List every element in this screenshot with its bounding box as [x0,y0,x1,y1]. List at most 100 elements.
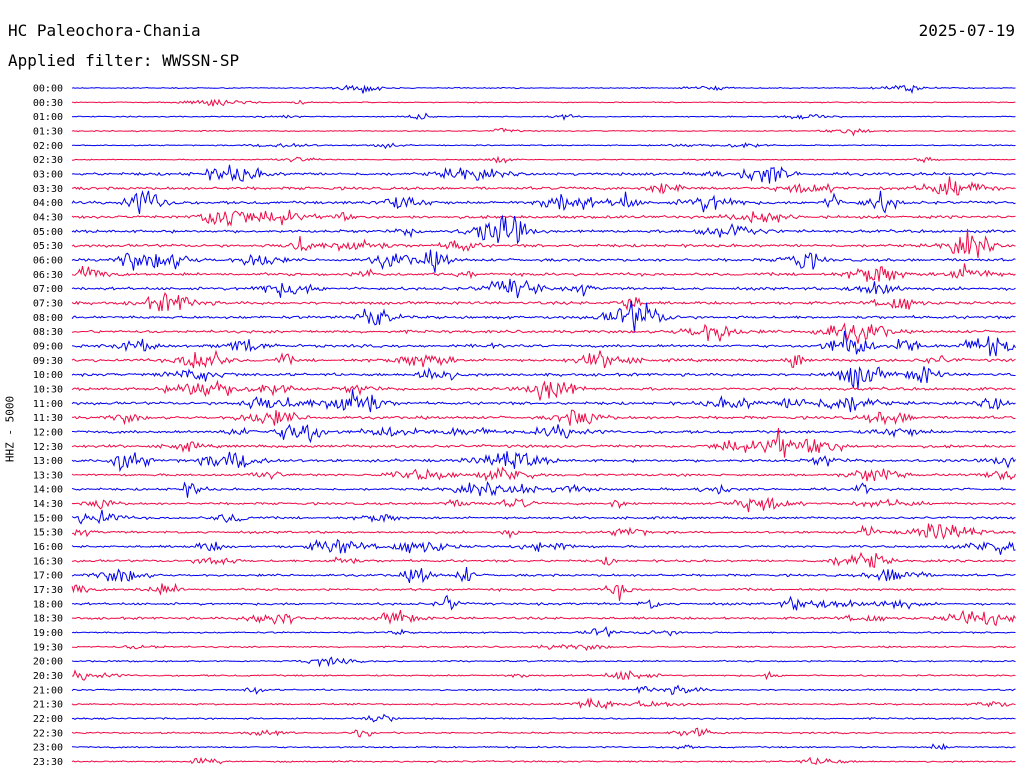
seismic-trace-line [71,684,1016,696]
seismic-trace-line [71,84,1016,95]
seismic-trace-line [71,538,1016,555]
time-tick-label: 20:00 [33,657,63,668]
time-tick-label: 02:30 [33,155,63,166]
seismic-trace-line [71,742,1016,751]
time-tick-label: 17:00 [33,571,63,582]
seismic-trace-line [71,366,1016,390]
time-tick-label: 17:30 [33,585,63,596]
seismic-trace-line [71,330,1016,357]
seismic-trace-line [71,697,1016,710]
time-tick-label: 11:30 [33,413,63,424]
time-tick-label: 14:30 [33,499,63,510]
time-tick-label: 15:00 [33,513,63,524]
seismic-trace-line [72,644,1016,652]
seismic-trace-line [72,551,1016,568]
seismic-trace-line [71,496,1016,513]
time-tick-label: 13:00 [33,456,63,467]
time-tick-label: 03:30 [33,184,63,195]
time-tick-label: 05:30 [33,241,63,252]
seismic-trace-line [71,727,1016,738]
seismic-trace-line [71,112,1016,121]
time-tick-label: 06:00 [33,255,63,266]
seismic-trace-line [71,291,1016,312]
time-tick-label: 22:30 [33,728,63,739]
seismic-trace-line [71,466,1016,482]
seismic-trace-line [71,669,1016,681]
time-tick-label: 19:30 [33,642,63,653]
station-title: HC Paleochora-Chania [8,21,201,40]
seismic-trace-line [71,626,1016,638]
time-tick-label: 16:30 [33,556,63,567]
seismic-trace-line [71,756,1016,765]
time-tick-label: 00:00 [33,84,63,95]
seismic-trace-line [71,389,1016,413]
time-tick-label: 16:00 [33,542,63,553]
time-tick-label: 01:00 [33,112,63,123]
time-tick-label: 06:30 [33,270,63,281]
seismic-trace-line [71,164,1016,184]
time-tick-label: 03:00 [33,169,63,180]
seismic-trace-line [71,509,1016,525]
seismic-trace-line [71,349,1016,369]
seismic-trace-line [71,379,1016,401]
seismic-trace-line [71,127,1016,137]
seismic-trace-line [72,423,1016,444]
time-tick-label: 08:30 [33,327,63,338]
time-tick-label: 15:30 [33,528,63,539]
seismic-trace-line [71,713,1016,723]
seismic-trace-line [71,594,1016,611]
time-tick-label: 04:30 [33,212,63,223]
seismic-trace-line [71,278,1016,299]
seismic-trace-line [71,609,1016,627]
time-tick-label: 14:00 [33,485,63,496]
time-tick-label: 22:00 [33,714,63,725]
seismic-trace-line [71,141,1016,150]
filter-label: Applied filter: WWSSN-SP [8,51,240,70]
time-tick-label: 09:30 [33,356,63,367]
seismic-trace-line [71,322,1016,344]
seismic-trace-line [71,249,1016,273]
time-tick-label: 12:30 [33,442,63,453]
seismic-trace-line [71,481,1016,498]
time-tick-label: 23:00 [33,743,63,754]
time-tick-label: 10:00 [33,370,63,381]
time-tick-label: 20:30 [33,671,63,682]
time-tick-label: 07:30 [33,298,63,309]
time-tick-label: 04:00 [33,198,63,209]
seismic-trace-line [71,263,1016,282]
time-tick-label: 09:00 [33,341,63,352]
seismic-trace-line [71,155,1016,164]
seismic-trace-line [71,189,1016,215]
seismic-trace-line [71,214,1016,245]
time-tick-label: 05:00 [33,227,63,238]
time-tick-label: 18:00 [33,599,63,610]
time-tick-label: 00:30 [33,98,63,109]
seismic-trace-line [71,451,1016,473]
seismic-trace-line [71,300,1016,333]
seismic-traces [71,84,1016,765]
seismic-trace-line [71,523,1016,540]
seismic-trace-line [71,176,1016,196]
time-tick-label: 23:30 [33,757,63,768]
seismic-trace-line [71,427,1016,458]
seismic-trace-line [71,656,1016,668]
time-tick-label: 02:00 [33,141,63,152]
seismic-trace-line [71,409,1016,426]
time-tick-label: 19:00 [33,628,63,639]
time-tick-label: 13:30 [33,470,63,481]
time-tick-label: 11:00 [33,399,63,410]
seismic-trace-line [71,98,1016,107]
time-tick-label: 21:00 [33,685,63,696]
time-tick-labels: 00:00 00:30 01:00 01:30 02:00 02:30 03:00 03:30… [33,84,63,769]
seismic-trace-line [71,209,1016,227]
seismic-trace-line [71,582,1016,602]
date-label: 2025-07-19 [918,21,1015,40]
seismic-trace-line [71,567,1016,584]
time-tick-label: 07:00 [33,284,63,295]
time-tick-label: 12:00 [33,427,63,438]
time-tick-label: 21:30 [33,700,63,711]
time-tick-label: 10:30 [33,384,63,395]
seismic-trace-line [71,228,1016,259]
time-tick-label: 18:30 [33,614,63,625]
